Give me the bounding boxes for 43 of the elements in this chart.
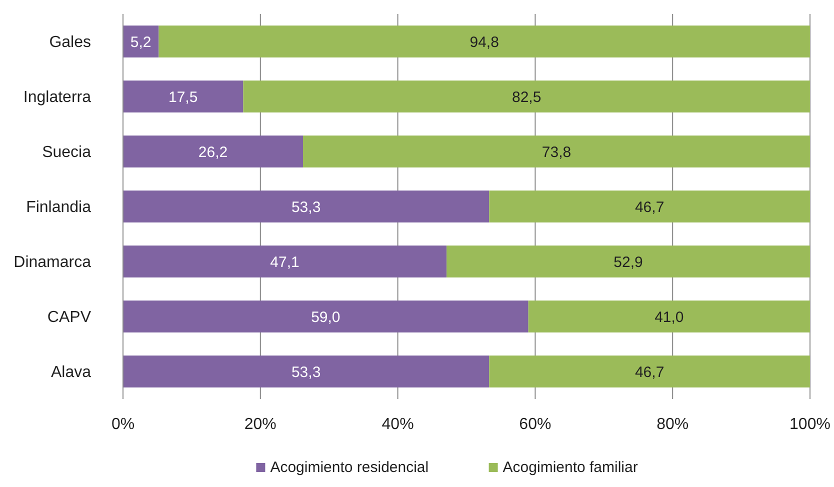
data-label: 46,7 bbox=[634, 364, 664, 381]
x-tick-label: 80% bbox=[656, 416, 689, 433]
bar bbox=[123, 136, 303, 168]
data-label: 73,8 bbox=[542, 144, 572, 161]
y-tick-label: Suecia bbox=[42, 144, 92, 162]
bar bbox=[158, 26, 810, 58]
bar bbox=[489, 190, 810, 222]
y-tick-label: Finlandia bbox=[26, 199, 92, 216]
y-tick-label: Alava bbox=[50, 364, 92, 382]
data-label: 47,1 bbox=[270, 254, 300, 271]
data-label: 41,0 bbox=[654, 308, 684, 326]
bar bbox=[302, 136, 810, 168]
bar bbox=[123, 80, 244, 112]
bar bbox=[123, 190, 490, 222]
legend-label: Acogimiento familiar bbox=[502, 459, 638, 476]
data-label: 26,2 bbox=[198, 144, 228, 161]
bar bbox=[489, 356, 810, 388]
y-tick-label: Gales bbox=[49, 34, 91, 52]
x-tick-label: 40% bbox=[382, 416, 414, 433]
data-label: 59,0 bbox=[311, 308, 340, 326]
data-label: 82,5 bbox=[512, 88, 542, 106]
bar bbox=[123, 356, 490, 388]
y-tick-label: Inglaterra bbox=[23, 89, 92, 106]
x-tick-label: 100% bbox=[790, 416, 830, 433]
bar bbox=[446, 246, 810, 278]
x-tick-label: 60% bbox=[519, 416, 552, 433]
bar bbox=[123, 246, 447, 278]
bar bbox=[243, 80, 810, 112]
data-label: 53,3 bbox=[291, 364, 321, 381]
y-tick-label: CAPV bbox=[47, 309, 92, 326]
data-label: 94,8 bbox=[470, 34, 499, 51]
x-tick-label: 20% bbox=[244, 416, 276, 433]
data-label: 5,2 bbox=[130, 34, 152, 51]
y-tick-label: Dinamarca bbox=[14, 254, 92, 272]
data-label: 53,3 bbox=[291, 198, 321, 216]
bar bbox=[123, 300, 528, 332]
bar bbox=[123, 26, 159, 58]
legend-label: Acogimiento residencial bbox=[270, 459, 429, 476]
bar bbox=[528, 300, 810, 332]
x-tick-label: 0% bbox=[111, 416, 135, 433]
data-label: 52,9 bbox=[614, 254, 643, 271]
data-label: 17,5 bbox=[168, 88, 198, 106]
data-label: 46,7 bbox=[634, 198, 664, 216]
